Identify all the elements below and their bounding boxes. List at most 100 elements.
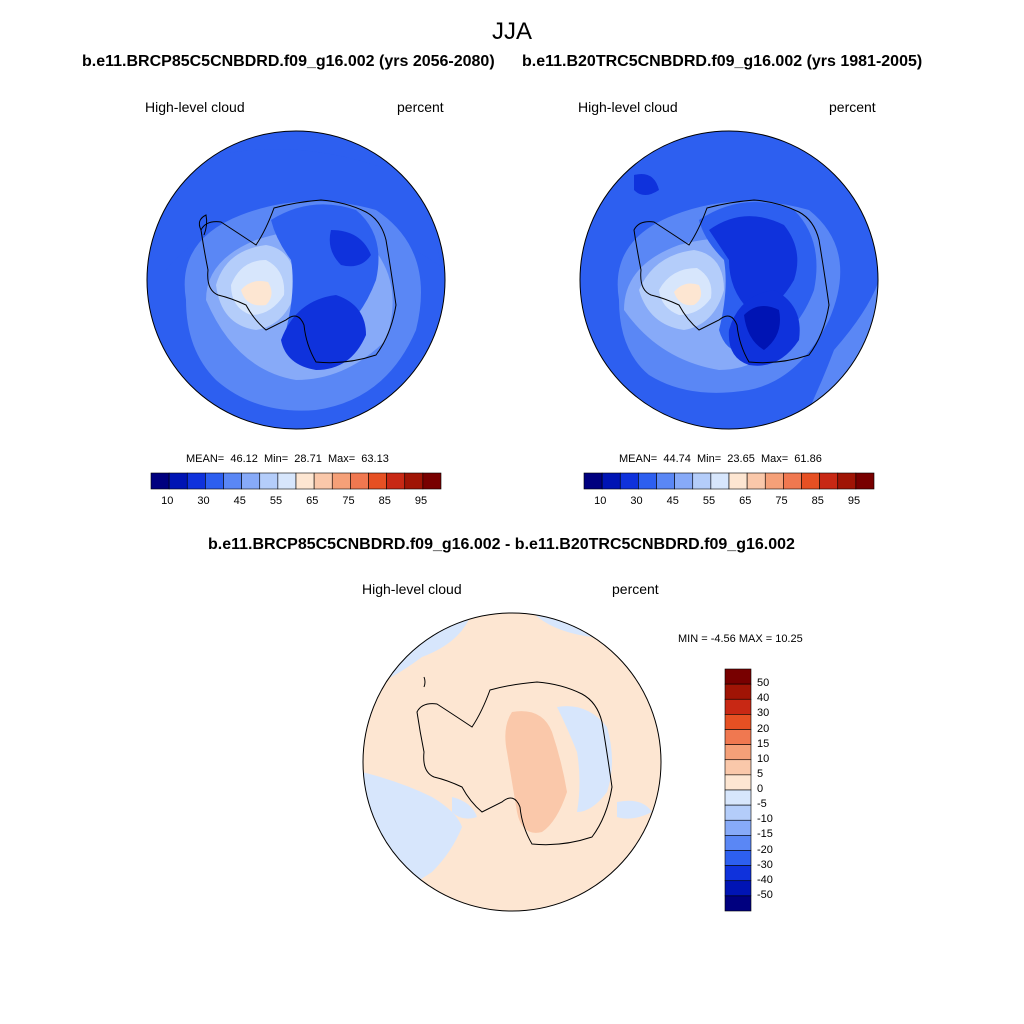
right-colorbar-ticks: 10 30 45 55 65 75 85 95 [584,495,874,509]
diff-colorbar-swatch [724,895,752,912]
diff-colorbar-swatch [724,729,752,745]
colorbar-swatch [855,472,875,490]
colorbar-swatch [746,472,766,490]
colorbar-swatch [295,472,315,490]
diff-colorbar-tick-label: 30 [757,707,770,720]
colorbar-swatch [186,472,206,490]
colorbar-tick-label: 45 [666,495,679,507]
diff-colorbar-tick-label: 40 [757,692,770,705]
left-colorbar [150,472,442,490]
diff-colorbar-tick-label: 0 [757,783,764,795]
colorbar-swatch [601,472,621,490]
diff-colorbar-tick-label: 50 [757,677,770,690]
diff-colorbar-ticks: 50 40 30 20 15 10 5 0 -5 -10 -15 -20 -30 -40 -50 [757,669,787,911]
colorbar-swatch [692,472,712,490]
colorbar-swatch [764,472,784,490]
colorbar-tick-label: 55 [269,495,283,507]
right-map [579,130,879,430]
colorbar-swatch [710,472,730,490]
diff-colorbar-swatch [724,819,752,836]
diff-variable-label: High-level cloud [362,581,462,597]
colorbar-tick-label: 75 [775,495,788,507]
diff-colorbar-tick-label: -10 [757,813,773,826]
left-colorbar-ticks: 10 30 45 55 65 75 85 95 [151,495,441,509]
diff-colorbar-swatch [724,880,752,897]
left-panel-title: b.e11.BRCP85C5CNBDRD.f09_g16.002 (yrs 20… [82,53,495,70]
diff-colorbar-tick-label: 20 [757,722,770,735]
colorbar-tick-label: 75 [342,495,355,507]
right-stats: MEAN= 44.74 Min= 23.65 Max= 61.86 [619,453,822,465]
right-colorbar [583,472,875,490]
colorbar-swatch [674,472,694,490]
diff-panel-title: b.e11.BRCP85C5CNBDRD.f09_g16.002 - b.e11… [208,536,795,553]
diff-colorbar-swatch [724,850,752,866]
diff-colorbar-tick-label: -30 [757,858,773,871]
diff-colorbar-swatch [724,759,752,776]
colorbar-swatch [150,472,170,490]
diff-colorbar-swatch [724,789,752,806]
diff-colorbar-swatch [724,804,752,821]
diff-colorbar-tick-label: -15 [757,828,773,841]
diff-map [362,612,662,912]
colorbar-swatch [583,472,603,490]
diff-colorbar-tick-label: 5 [757,767,764,780]
colorbar-swatch [331,472,351,490]
colorbar-tick-label: 65 [739,495,752,507]
colorbar-swatch [241,472,261,490]
colorbar-swatch [168,472,188,490]
colorbar-tick-label: 85 [811,495,824,507]
colorbar-swatch [223,472,242,490]
colorbar-tick-label: 85 [378,495,391,507]
colorbar-tick-label: 55 [702,495,716,507]
season-title: JJA [491,18,532,45]
diff-colorbar-tick-label: 15 [757,737,770,750]
diff-colorbar-swatch [724,668,752,685]
colorbar-tick-label: 30 [197,495,210,507]
colorbar-tick-label: 95 [847,495,861,507]
diff-colorbar-tick-label: -20 [757,843,773,856]
diff-colorbar-swatch [724,774,752,791]
diff-colorbar-swatch [724,714,752,730]
colorbar-swatch [783,472,802,490]
colorbar-tick-label: 65 [306,495,319,507]
diff-colorbar-swatch [724,744,752,761]
diff-colorbar-tick-label: -40 [757,873,773,886]
colorbar-swatch [422,472,442,490]
colorbar-swatch [656,472,675,490]
colorbar-swatch [205,472,224,490]
colorbar-tick-label: 45 [233,495,246,507]
diff-stats: MIN = -4.56 MAX = 10.25 [678,633,803,645]
diff-colorbar-swatch [724,865,752,882]
diff-colorbar-swatch [724,835,752,851]
colorbar-tick-label: 10 [594,495,607,507]
colorbar-swatch [277,472,297,490]
colorbar-swatch [619,472,639,490]
colorbar-swatch [837,472,857,490]
colorbar-swatch [728,472,748,490]
diff-colorbar-tick-label: -5 [757,798,767,811]
left-map [146,130,446,430]
colorbar-swatch [638,472,657,490]
diff-colorbar-swatch [724,683,752,700]
right-units-label: percent [829,99,876,115]
colorbar-tick-label: 30 [630,495,643,507]
right-panel-title: b.e11.B20TRC5CNBDRD.f09_g16.002 (yrs 198… [522,53,923,70]
diff-colorbar-swatch [724,698,752,715]
left-variable-label: High-level cloud [145,99,245,115]
colorbar-swatch [368,472,387,490]
diff-colorbar [724,668,752,912]
left-stats: MEAN= 46.12 Min= 28.71 Max= 63.13 [186,453,389,465]
left-units-label: percent [397,99,444,115]
colorbar-swatch [350,472,369,490]
colorbar-swatch [404,472,424,490]
colorbar-swatch [313,472,333,490]
colorbar-swatch [259,472,279,490]
right-variable-label: High-level cloud [578,99,678,115]
colorbar-tick-label: 95 [414,495,428,507]
colorbar-tick-label: 10 [161,495,174,507]
colorbar-swatch [819,472,839,490]
diff-units-label: percent [612,581,659,597]
diff-colorbar-tick-label: 10 [757,752,770,765]
colorbar-swatch [801,472,820,490]
diff-colorbar-tick-label: -50 [757,888,773,901]
